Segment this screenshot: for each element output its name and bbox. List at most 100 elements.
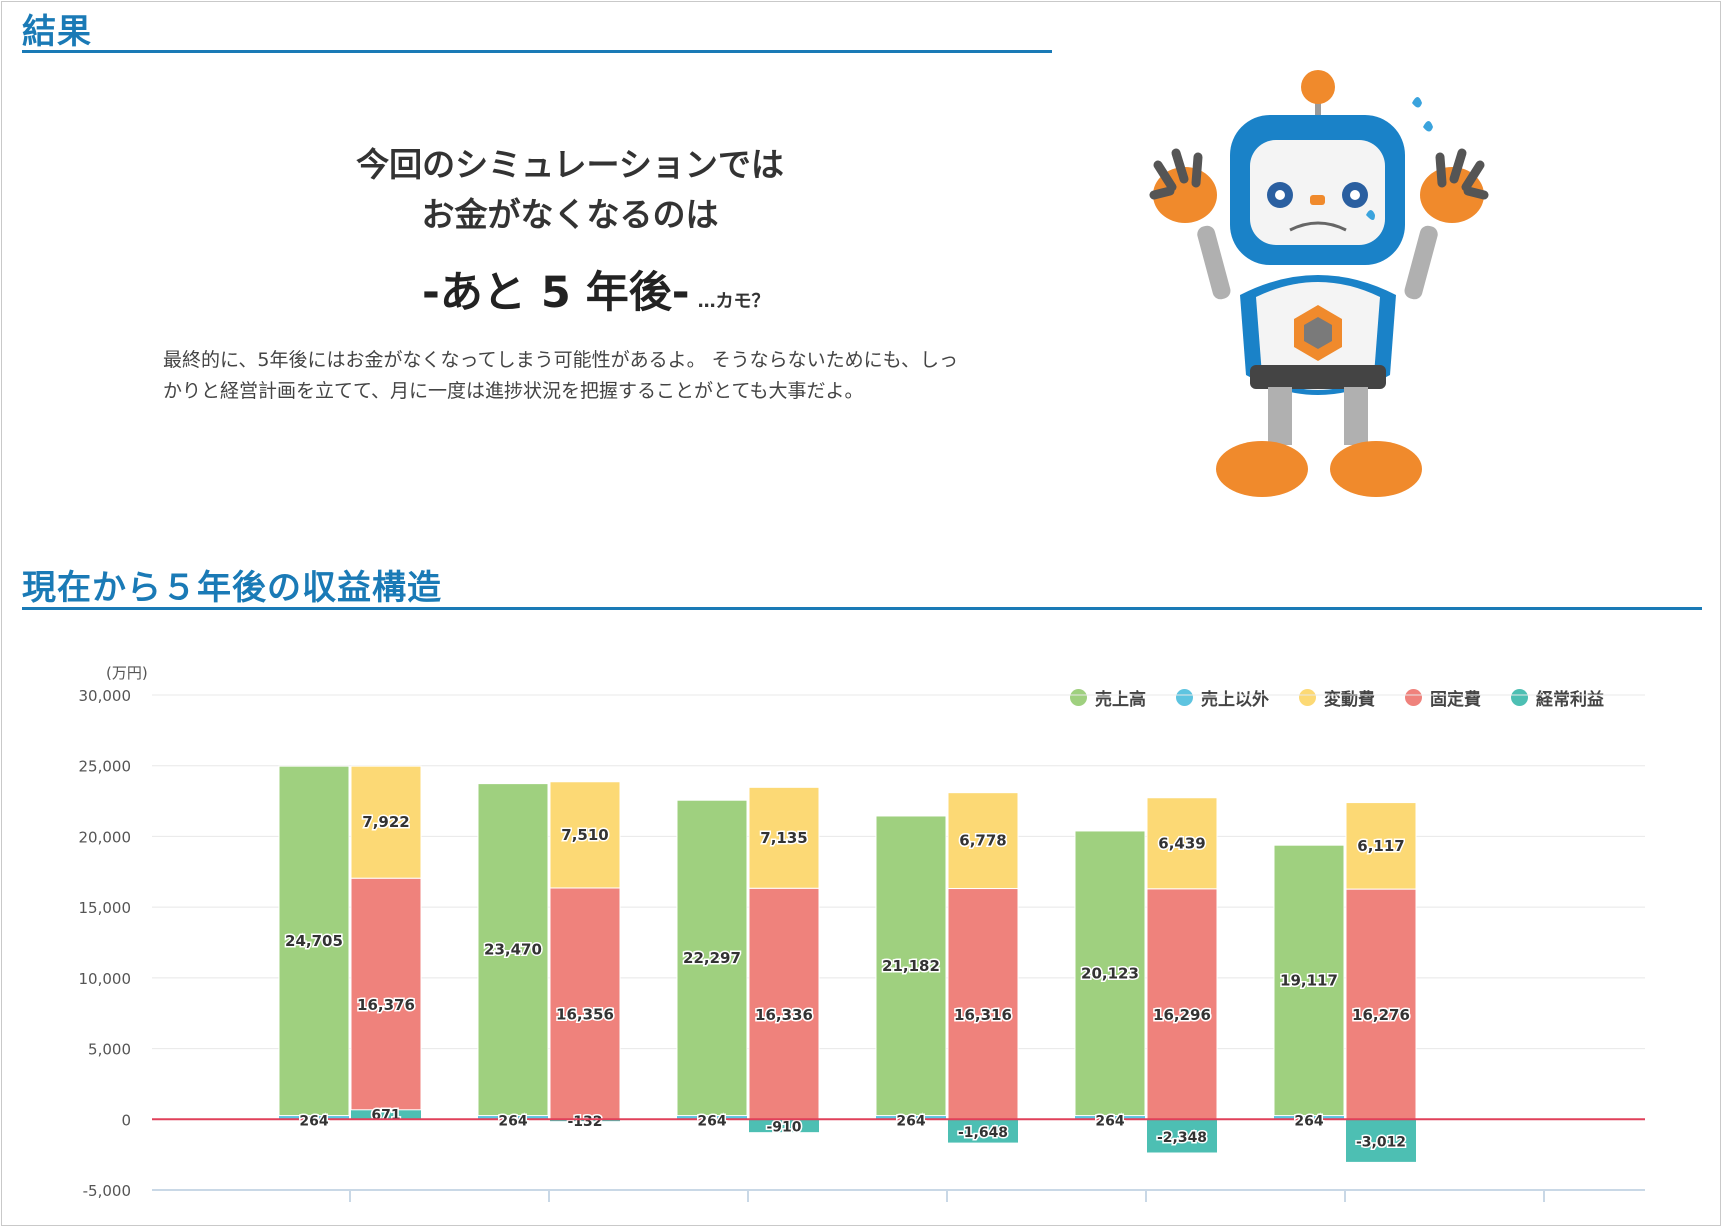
bar-label-sales: 21,182 bbox=[882, 957, 940, 975]
y-tick-label: 30,000 bbox=[79, 687, 132, 705]
y-tick-label: 15,000 bbox=[79, 899, 132, 917]
bar-fixed bbox=[1146, 888, 1218, 1120]
robot-hex-emblem-inner bbox=[1304, 317, 1332, 349]
bar-label-fixed: 16,356 bbox=[556, 1006, 614, 1024]
bar-non-sales bbox=[1075, 1115, 1145, 1120]
bar-non-sales bbox=[677, 1115, 747, 1120]
robot-nose bbox=[1310, 195, 1325, 205]
result-years-small: …カモ？ bbox=[697, 291, 770, 312]
bar-label-fixed: 16,376 bbox=[357, 996, 415, 1014]
bar-sales bbox=[1273, 844, 1345, 1117]
robot-right-eye-shine bbox=[1350, 190, 1360, 200]
bar-label-non-sales: 264 bbox=[299, 1113, 328, 1129]
robot-mouth bbox=[1289, 221, 1347, 232]
bar-variable bbox=[947, 792, 1019, 890]
result-message: 今回のシミュレーションでは お金がなくなるのは -あと 5 年後- …カモ？ bbox=[160, 140, 980, 318]
bar-label-non-sales: 264 bbox=[498, 1113, 527, 1129]
legend-dot-variable bbox=[1299, 689, 1316, 706]
bar-label-non-sales: 264 bbox=[896, 1113, 925, 1129]
result-line-1: 今回のシミュレーションでは bbox=[356, 145, 784, 184]
bar-label-non-sales: 264 bbox=[697, 1113, 726, 1129]
bar-label-fixed: 16,336 bbox=[755, 1006, 813, 1024]
bar-non-sales bbox=[1274, 1115, 1344, 1120]
robot-left-foot bbox=[1216, 441, 1308, 497]
bar-label-fixed: 16,276 bbox=[1352, 1006, 1410, 1024]
bar-label-variable: 6,439 bbox=[1158, 834, 1205, 852]
bar-profit bbox=[1147, 1119, 1217, 1153]
robot-right-arm bbox=[1404, 225, 1438, 300]
y-axis-unit-label: (万円) bbox=[106, 664, 148, 682]
bar-label-profit: -2,348 bbox=[1157, 1130, 1207, 1146]
y-tick-label: 20,000 bbox=[79, 828, 132, 846]
bar-label-sales: 22,297 bbox=[683, 949, 741, 967]
bar-label-sales: 24,705 bbox=[285, 932, 343, 950]
legend-dot-non-sales bbox=[1176, 689, 1193, 706]
chart-section-underline bbox=[22, 607, 1702, 610]
chart-section-title: 現在から５年後の収益構造 bbox=[22, 568, 442, 608]
bar-label-profit: -1,648 bbox=[958, 1125, 1008, 1141]
bar-profit bbox=[749, 1119, 819, 1133]
y-tick-label: 5,000 bbox=[88, 1041, 131, 1059]
result-description: 最終的に、5年後にはお金がなくなってしまう可能性があるよ。 そうならないためにも… bbox=[163, 349, 959, 402]
bar-variable bbox=[549, 781, 621, 889]
robot-left-fingers bbox=[1149, 148, 1203, 200]
robot-tear-icon bbox=[1366, 210, 1375, 220]
bar-fixed bbox=[350, 877, 422, 1111]
legend-dot-profit bbox=[1511, 689, 1528, 706]
bar-label-non-sales: 264 bbox=[1095, 1113, 1124, 1129]
bar-sales bbox=[875, 815, 947, 1117]
bar-sales bbox=[676, 799, 748, 1117]
bar-fixed bbox=[947, 888, 1019, 1120]
bar-label-non-sales: 264 bbox=[1294, 1113, 1323, 1129]
bar-label-sales: 23,470 bbox=[484, 941, 542, 959]
legend-dot-sales bbox=[1070, 689, 1087, 706]
robot-right-foot bbox=[1330, 441, 1422, 497]
bar-non-sales bbox=[478, 1115, 548, 1120]
bar-label-profit: -910 bbox=[766, 1120, 801, 1136]
robot-antenna-ball bbox=[1301, 70, 1335, 104]
bar-fixed bbox=[1345, 888, 1417, 1120]
robot-face bbox=[1250, 140, 1385, 245]
bar-sales bbox=[278, 765, 350, 1117]
bar-sales bbox=[1074, 830, 1146, 1117]
bar-label-profit: -3,012 bbox=[1356, 1135, 1406, 1151]
robot-waist bbox=[1250, 365, 1386, 389]
sweat-drop-icon bbox=[1412, 97, 1422, 108]
bar-label-variable: 6,778 bbox=[959, 832, 1006, 850]
bar-label-profit: 671 bbox=[371, 1107, 400, 1123]
bar-label-sales: 19,117 bbox=[1280, 971, 1338, 989]
result-line-2: お金がなくなるのは bbox=[421, 195, 719, 234]
bar-non-sales bbox=[279, 1115, 349, 1120]
bar-profit bbox=[1346, 1119, 1416, 1162]
bar-fixed bbox=[549, 887, 621, 1120]
bar-label-profit: -132 bbox=[567, 1114, 602, 1130]
bar-label-fixed: 16,296 bbox=[1153, 1006, 1211, 1024]
robot-left-leg bbox=[1268, 387, 1292, 445]
robot-left-eye-shine bbox=[1275, 190, 1285, 200]
bar-profit bbox=[948, 1119, 1018, 1143]
robot-right-fingers bbox=[1435, 148, 1489, 200]
bar-sales bbox=[477, 783, 549, 1117]
bar-label-variable: 6,117 bbox=[1357, 837, 1404, 855]
bar-label-variable: 7,135 bbox=[760, 829, 807, 847]
sweat-drop-icon bbox=[1423, 121, 1433, 132]
y-tick-label: 10,000 bbox=[79, 970, 132, 988]
bar-variable bbox=[350, 765, 422, 879]
robot-right-leg bbox=[1344, 387, 1368, 445]
bar-label-sales: 20,123 bbox=[1081, 964, 1139, 982]
y-tick-label: -5,000 bbox=[83, 1182, 131, 1200]
result-title-underline bbox=[22, 50, 1052, 53]
robot-left-arm bbox=[1197, 225, 1231, 300]
bar-label-variable: 7,510 bbox=[561, 826, 608, 844]
bar-variable bbox=[1146, 797, 1218, 890]
result-years-big: -あと 5 年後- bbox=[422, 268, 690, 318]
bar-fixed bbox=[748, 887, 820, 1120]
bar-variable bbox=[1345, 802, 1417, 890]
result-title: 結果 bbox=[22, 12, 92, 52]
result-years: -あと 5 年後- …カモ？ bbox=[422, 258, 770, 320]
y-tick-label: 0 bbox=[121, 1111, 131, 1129]
bar-label-fixed: 16,316 bbox=[954, 1006, 1012, 1024]
bar-variable bbox=[748, 786, 820, 889]
